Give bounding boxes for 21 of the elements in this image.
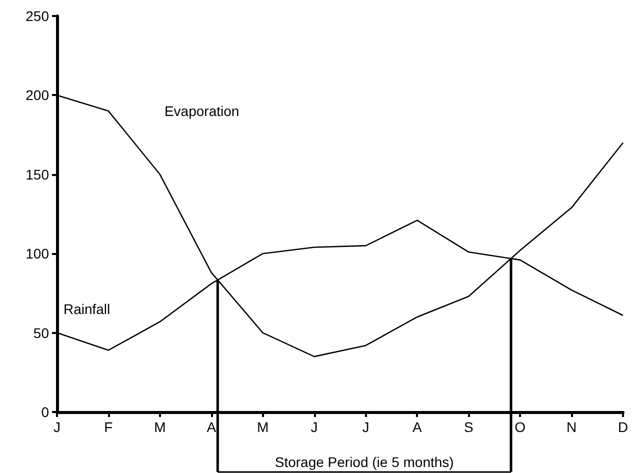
x-tick-label: F: [104, 419, 113, 435]
y-tick-label: 200: [26, 87, 50, 104]
y-tick-label: 0: [41, 404, 50, 420]
y-tick-label: 250: [26, 8, 50, 24]
x-tick-label: N: [566, 419, 577, 435]
x-tick-label: O: [514, 419, 526, 435]
x-tick-label: M: [256, 419, 269, 435]
y-tick-label: 150: [26, 166, 50, 182]
x-tick-label: S: [464, 419, 474, 435]
x-tick-label: A: [412, 419, 423, 435]
text: Storage Period (ie 5 months): [274, 454, 454, 470]
x-tick-label: J: [54, 419, 60, 435]
series-label: Rainfall: [63, 301, 110, 318]
x-tick-label: J: [310, 419, 318, 435]
x-tick-label: M: [154, 419, 166, 435]
x-tick-label: J: [362, 419, 370, 435]
text: Evaporation: [164, 103, 240, 120]
y-tick-label: 100: [26, 246, 50, 262]
x-tick-label: D: [618, 419, 628, 435]
x-tick-label: A: [206, 419, 217, 435]
y-tick-label: 50: [33, 324, 50, 341]
